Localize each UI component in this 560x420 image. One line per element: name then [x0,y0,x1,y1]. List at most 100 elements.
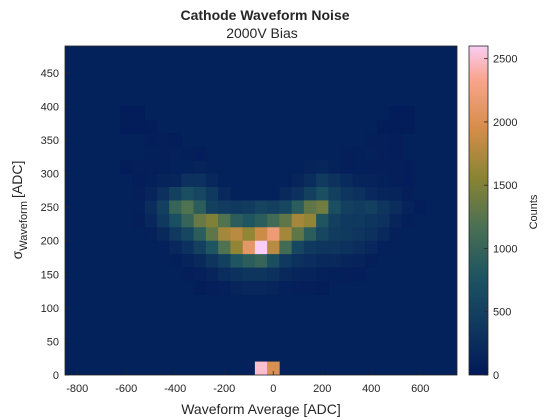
heatmap-cell [169,187,182,201]
heatmap-cell [328,200,341,215]
heatmap-cell [144,133,158,148]
heatmap-cell [205,227,219,242]
heatmap-cell [205,160,219,174]
heatmap-cell [267,213,280,228]
heatmap-cell [401,119,415,134]
heatmap-cell [205,213,219,228]
heatmap-cell [181,227,194,242]
heatmap-cell [156,200,170,215]
heatmap-cell [291,187,305,201]
heatmap-cell [218,240,231,255]
heatmap-cell [218,281,231,295]
heatmap-cell [377,173,390,188]
heatmap-cells [120,106,427,376]
heatmap-cell [254,213,268,228]
heatmap-cell [389,133,403,148]
heatmap-cell [303,281,317,295]
y-tick-label: 0 [53,370,59,382]
heatmap-cell [279,254,292,268]
heatmap-cell [328,187,341,201]
heatmap-cell [340,254,354,268]
heatmap-cell [218,267,231,282]
heatmap-cell [328,173,341,188]
heatmap-cell [169,133,182,148]
heatmap-cell [279,200,292,215]
heatmap-cell [144,187,158,201]
heatmap-cell [242,254,256,268]
heatmap-cell [340,146,354,161]
heatmap-cell [303,227,317,242]
heatmap-cell [181,267,194,282]
heatmap-cell [279,267,292,282]
heatmap-cell [389,200,403,215]
colorbar-ticks: 0 500 1000 1500 2000 2500 [484,54,517,382]
heatmap-cell [267,200,280,215]
heatmap-cell [181,173,194,188]
heatmap-cell [279,187,292,201]
colorbar-gradient [468,45,489,376]
heatmap-cell [218,187,231,201]
heatmap-cell [328,160,341,174]
heatmap-cell [230,267,243,282]
heatmap-cell [365,160,378,174]
heatmap-cell [144,200,158,215]
colorbar-label: Counts [528,194,540,229]
heatmap-cell [291,281,305,295]
y-tick-label: 250 [41,202,59,214]
heatmap-cell [389,119,403,134]
heatmap-cell [377,227,390,242]
x-tick-label: 200 [313,383,331,395]
x-tick-label: 0 [270,383,276,395]
heatmap-cell [144,213,158,228]
y-tick-label: 300 [41,169,59,181]
heatmap-cell [389,106,403,121]
colorbar: 0 500 1000 1500 2000 2500 Counts [468,45,540,382]
heatmap-cell [365,187,378,201]
heatmap-cell [144,119,158,134]
heatmap-cell [132,106,145,121]
heatmap-cell [316,173,329,188]
heatmap-cell [340,213,354,228]
heatmap-cell [291,254,305,268]
heatmap-cell [132,173,145,188]
heatmap-cell [352,200,366,215]
heatmap-cell [267,240,280,255]
heatmap-cell [193,187,207,201]
colorbar-tick-label: 2000 [493,117,517,129]
x-tick-label: -800 [66,383,88,395]
heatmap-cell [377,133,390,148]
heatmap-cell [377,160,390,174]
heatmap-cell [205,267,219,282]
heatmap-cell [389,213,403,228]
heatmap-cell [254,361,268,376]
heatmap-cell [377,119,390,134]
heatmap-cell [291,200,305,215]
heatmap-cell [205,187,219,201]
x-tick-label: -400 [164,383,186,395]
svg-text:σWaveform[ADC]: σWaveform [ADC] [9,161,30,260]
heatmap-cell [132,200,145,215]
heatmap-cell [132,187,145,201]
heatmap-cell [156,133,170,148]
plot-border [64,45,458,376]
heatmap-cell [193,146,207,161]
heatmap-cell [193,173,207,188]
heatmap-cell [303,200,317,215]
heatmap-cell [340,240,354,255]
heatmap-cell [401,187,415,201]
heatmap-cell [254,254,268,268]
colorbar-tick-label: 1500 [493,180,517,192]
heatmap-cell [242,227,256,242]
heatmap-cell [193,200,207,215]
heatmap-cell [205,200,219,215]
heatmap-cell [377,213,390,228]
heatmap-cell [291,227,305,242]
chart-title: Cathode Waveform Noise [180,7,349,23]
heatmap-cell [218,227,231,242]
heatmap-cell [316,240,329,255]
heatmap-cell [242,213,256,228]
heatmap-cell [352,160,366,174]
plot-area [64,45,458,376]
heatmap-cell [377,240,390,255]
heatmap-cell [205,254,219,268]
